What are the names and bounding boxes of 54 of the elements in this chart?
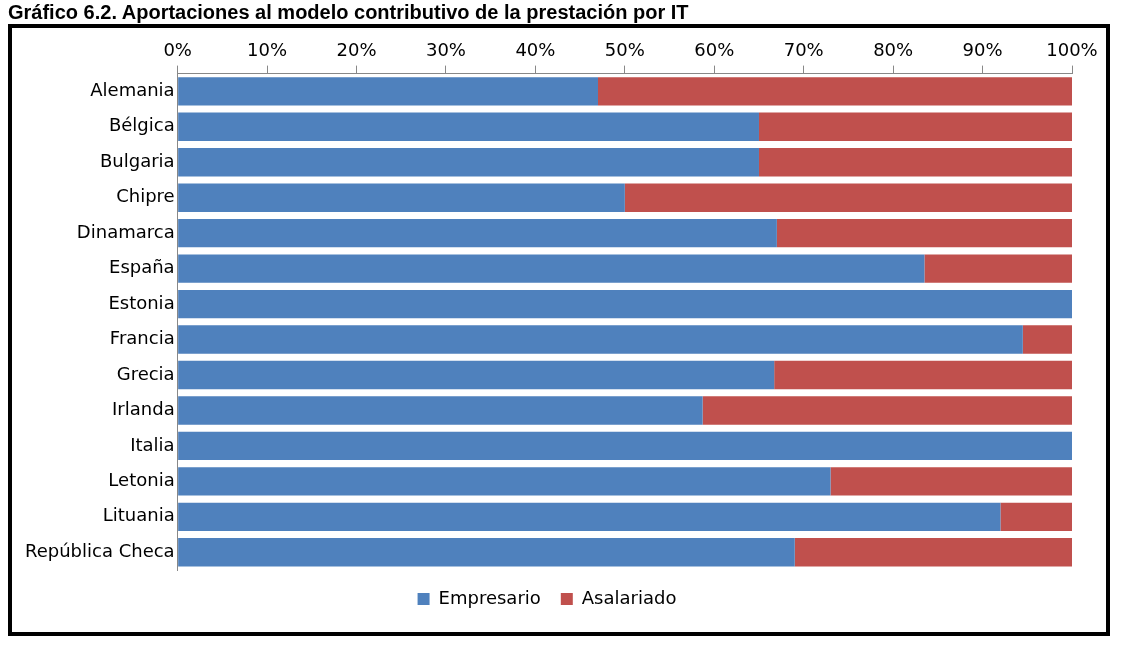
- bar: [924, 254, 1072, 283]
- bar: [758, 112, 1072, 141]
- bar: [178, 467, 831, 496]
- x-tick-label: 10%: [247, 39, 288, 61]
- y-tick-label: Alemania: [90, 79, 175, 100]
- y-tick-label: Estonia: [108, 291, 175, 313]
- bar: [178, 254, 925, 283]
- bar: [178, 289, 1072, 319]
- y-tick-label: Bélgica: [108, 114, 175, 136]
- bar: [774, 360, 1072, 390]
- bar: [178, 396, 703, 425]
- x-tick-label: 30%: [425, 39, 466, 61]
- y-tick-label: Irlanda: [112, 398, 175, 420]
- chart-title: Gráfico 6.2. Aportaciones al modelo contributivo de la prestación por IT: [8, 0, 690, 24]
- bar: [624, 183, 1072, 212]
- x-tick-label: 70%: [783, 39, 824, 61]
- bar: [178, 112, 759, 141]
- x-tick-label: 50%: [604, 39, 645, 61]
- x-tick-label: 80%: [873, 39, 914, 61]
- x-tick-label: 60%: [694, 39, 735, 61]
- bar: [178, 360, 775, 390]
- x-tick-label: 90%: [962, 39, 1003, 61]
- y-tick-label: Bulgaria: [100, 149, 175, 171]
- y-tick-label: Chipre: [116, 185, 175, 207]
- y-tick-label: Italia: [130, 433, 175, 455]
- y-tick-label: Lituania: [102, 504, 175, 526]
- y-tick-label: Letonia: [108, 469, 175, 491]
- bar: [1022, 325, 1072, 354]
- bar: [598, 77, 1072, 106]
- bar: [1000, 502, 1072, 531]
- bar: [178, 183, 625, 212]
- y-tick-label: Grecia: [116, 362, 175, 384]
- x-tick-label: 40%: [515, 39, 556, 61]
- x-tick-label: 100%: [1046, 39, 1098, 61]
- bar: [178, 538, 795, 567]
- y-tick-label: Dinamarca: [76, 220, 175, 242]
- bar: [776, 218, 1072, 248]
- x-tick-label: 20%: [336, 39, 377, 61]
- legend-label: Asalariado: [581, 586, 677, 608]
- bar: [794, 538, 1072, 567]
- bar: [178, 218, 777, 248]
- bar: [178, 77, 598, 106]
- bar: [830, 467, 1072, 496]
- legend-label: Empresario: [438, 586, 541, 608]
- bar: [178, 431, 1072, 461]
- x-tick-label: 0%: [163, 39, 192, 61]
- bar: [178, 148, 759, 177]
- bar: [758, 148, 1072, 177]
- bar: [702, 396, 1072, 425]
- bar: [178, 325, 1023, 354]
- y-tick-label: Francia: [109, 327, 175, 349]
- y-tick-label: República Checa: [24, 539, 175, 561]
- bar: [178, 502, 1001, 531]
- y-tick-label: España: [109, 256, 175, 278]
